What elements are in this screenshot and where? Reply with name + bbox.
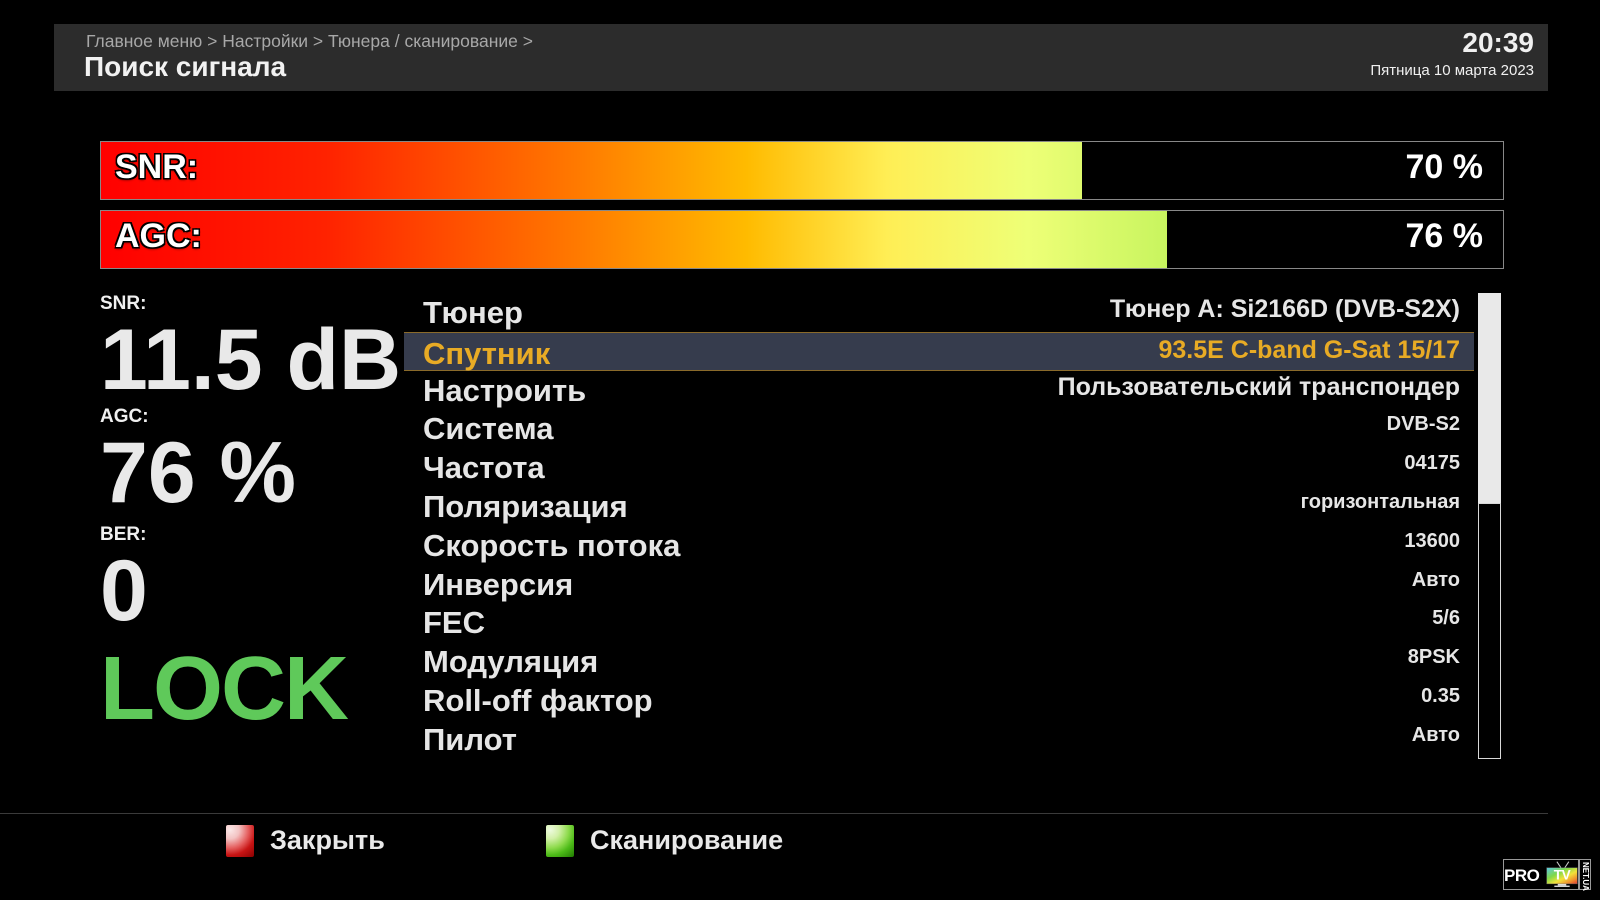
svg-text:TV: TV (1553, 868, 1570, 883)
